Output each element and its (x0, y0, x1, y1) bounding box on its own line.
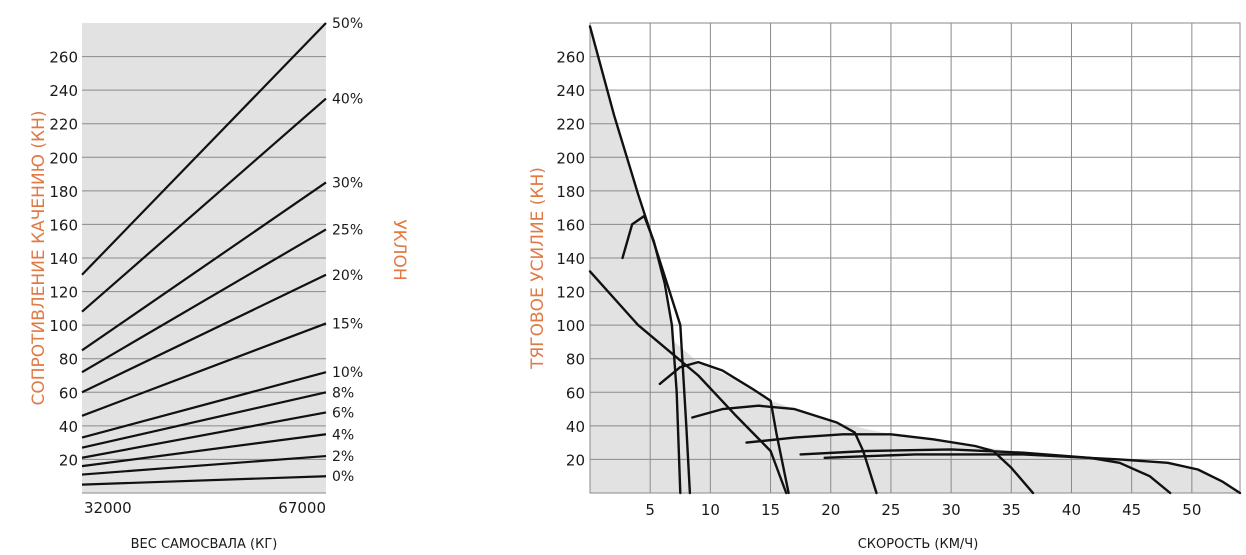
y-tick-label: 60 (59, 384, 78, 402)
grade-label: 2% (332, 449, 354, 465)
grade-line (81, 391, 327, 449)
y-tick-label: 120 (556, 284, 585, 302)
y-tick-label: 180 (556, 183, 585, 201)
traction-curve (621, 214, 682, 495)
chart-weight-resistance: 20 40 60 80 100 120 140 160 180 200 220 240 260 32000… (29, 16, 409, 552)
x-tick-label: 25 (881, 501, 900, 519)
y-tick-label: 200 (49, 149, 78, 167)
grade-label: 10% (332, 365, 363, 381)
y-tick-label: 260 (556, 49, 585, 67)
grade-line (81, 228, 327, 374)
grade-line (81, 475, 327, 486)
y-tick-label: 160 (556, 216, 585, 234)
x-tick-label: 40 (1062, 501, 1081, 519)
y-tick-label: 80 (566, 351, 585, 369)
grade-label: 25% (332, 222, 363, 238)
grade-line (81, 273, 327, 394)
plot-frame (589, 22, 1241, 494)
x-tick-label: 30 (942, 501, 961, 519)
grade-line (81, 97, 327, 313)
x-tick-label: 15 (761, 501, 780, 519)
traction-curve (658, 360, 790, 495)
grade-label: 15% (332, 316, 363, 332)
grade-line (81, 454, 327, 476)
grade-label: 30% (332, 175, 363, 191)
y-tick-label: 240 (556, 82, 585, 100)
traction-curve (823, 453, 1242, 495)
x-tick-label: 10 (701, 501, 720, 519)
grade-line (81, 181, 327, 352)
y-tick-label: 40 (59, 418, 78, 436)
x-tick-label: 50 (1182, 501, 1201, 519)
traction-curve (588, 270, 788, 495)
chart-speed-traction: 20 40 60 80 100 120 140 160 180 200 220 240 260 5 10 15… (528, 22, 1242, 552)
y-tick-label: 20 (566, 451, 585, 469)
x-tick-label: 20 (821, 501, 840, 519)
y-tick-label: 180 (49, 183, 78, 201)
x-tick-label: 67000 (278, 499, 326, 517)
x-tick-label: 45 (1122, 501, 1141, 519)
grade-label: 20% (332, 268, 363, 284)
grade-label: 40% (332, 92, 363, 108)
y-tick-label: 220 (49, 116, 78, 134)
y2-axis-label: УКЛОН (389, 219, 409, 280)
grade-line (81, 22, 327, 276)
y-tick-label: 100 (556, 317, 585, 335)
y-tick-label: 240 (49, 82, 78, 100)
traction-curve (745, 433, 1035, 495)
y-tick-label: 200 (556, 149, 585, 167)
x-axis-label: ВЕС САМОСВАЛА (КГ) (131, 537, 278, 551)
x-axis-label: СКОРОСТЬ (КМ/Ч) (858, 537, 979, 551)
y-tick-label: 120 (49, 284, 78, 302)
grade-label: 8% (332, 385, 354, 401)
y-axis-label: СОПРОТИВЛЕНИЕ КАЧЕНИЮ (КН) (29, 110, 49, 405)
y-tick-label: 60 (566, 384, 585, 402)
y-tick-label: 160 (49, 216, 78, 234)
grade-line (81, 411, 327, 459)
x-tick-label: 35 (1002, 501, 1021, 519)
grade-line (81, 371, 327, 439)
x-tick-label: 5 (645, 501, 655, 519)
y-tick-label: 20 (59, 451, 78, 469)
y-tick-label: 100 (49, 317, 78, 335)
grade-line (81, 322, 327, 417)
y-tick-label: 40 (566, 418, 585, 436)
x-tick-label: 32000 (84, 499, 132, 517)
y-tick-label: 80 (59, 351, 78, 369)
traction-curve (691, 404, 878, 495)
grade-label: 0% (332, 469, 354, 485)
traction-envelope-shade (590, 26, 1240, 494)
y-tick-label: 140 (49, 250, 78, 268)
grade-line (81, 433, 327, 468)
y-axis-label: ТЯГОВОЕ УСИЛИЕ (КН) (528, 167, 548, 370)
grade-label: 50% (332, 16, 363, 32)
y-tick-label: 260 (49, 49, 78, 67)
grade-label: 6% (332, 405, 354, 421)
y-tick-label: 140 (556, 250, 585, 268)
grade-label: 4% (332, 427, 354, 443)
y-tick-label: 220 (556, 116, 585, 134)
